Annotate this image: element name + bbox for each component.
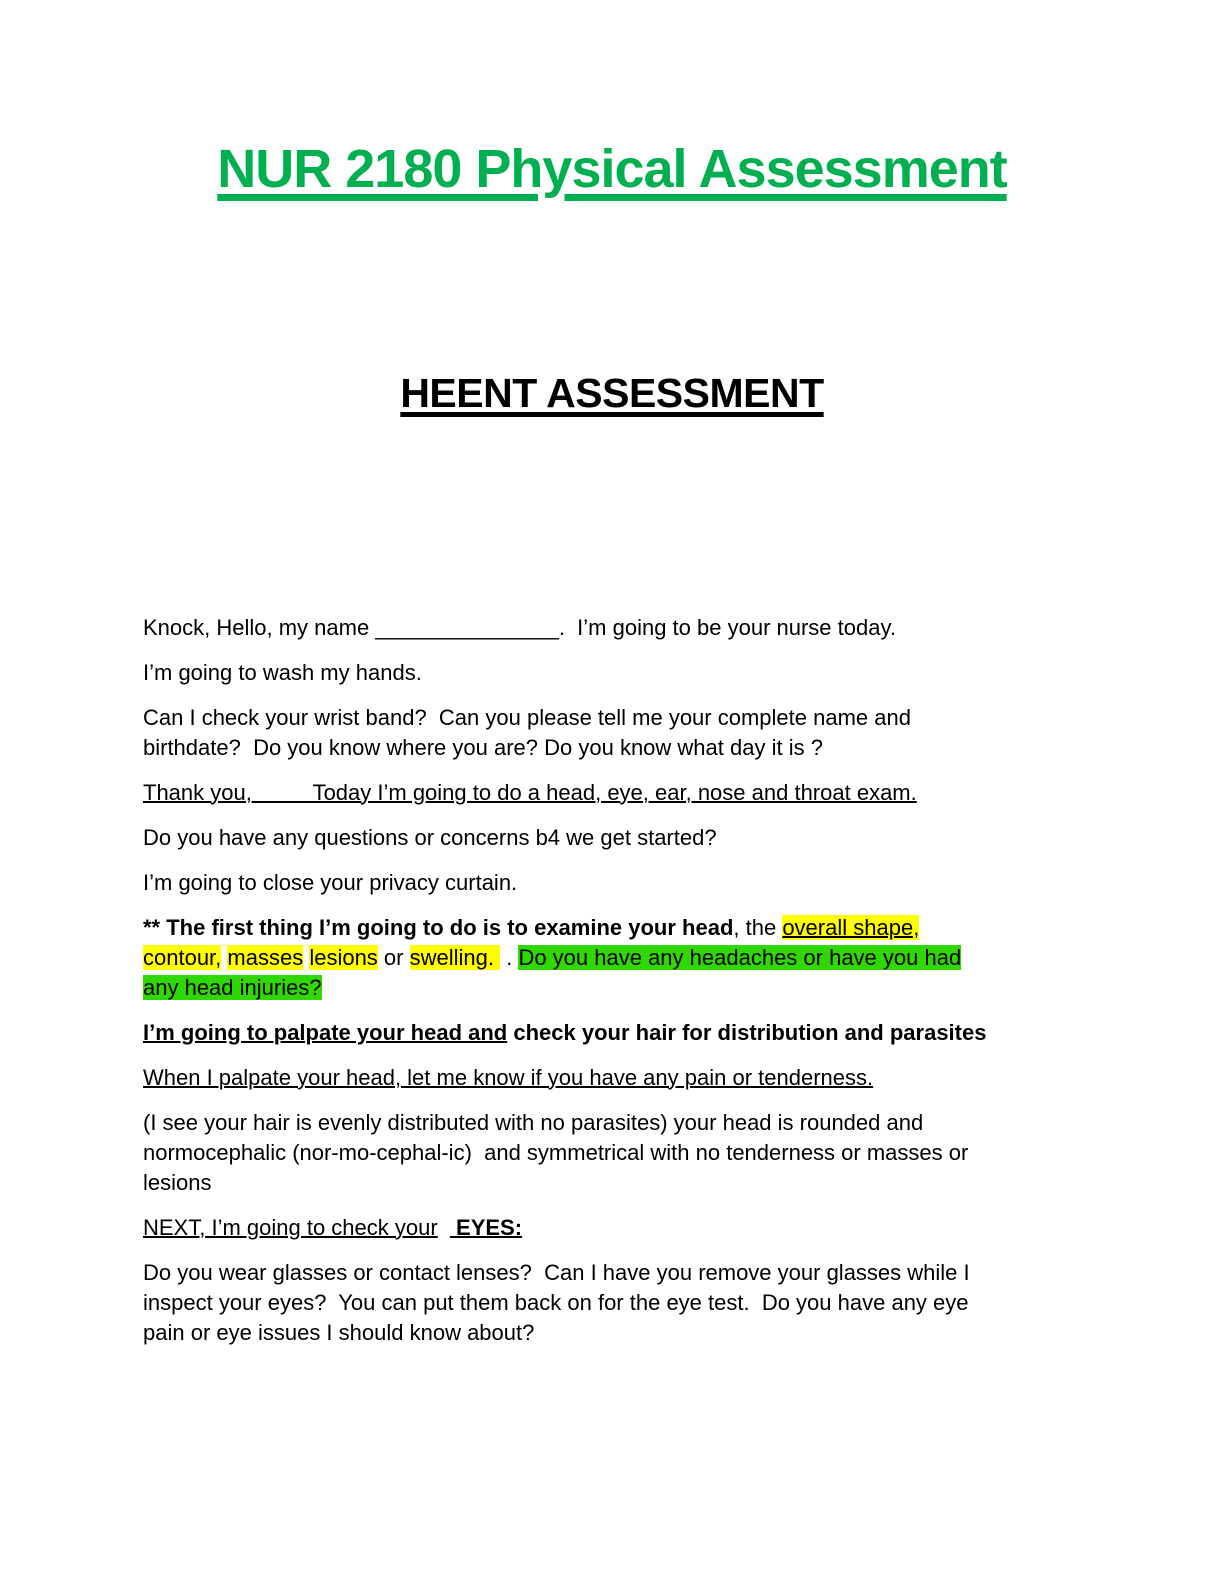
text-segment: Thank you, Today I’m going to do a head,… [143,780,917,805]
paragraph-palpate-head: I’m going to palpate your head and check… [143,1018,1184,1048]
text-segment: check your hair for distribution and par… [507,1020,987,1045]
text-segment: or [377,945,410,970]
text-segment: I’m going to close your privacy curtain. [143,870,518,895]
text-segment: , [913,915,920,940]
text-segment: contour, [143,945,222,970]
document-body: Knock, Hello, my name _______________. I… [0,613,1224,1348]
text-segment: ** The first thing I’m going to do is to… [143,915,734,940]
text-segment: masses [227,945,304,970]
text-segment: Do you have any questions or concerns b4… [143,825,717,850]
paragraph-examine-head: ** The first thing I’m going to do is to… [143,913,1184,1003]
text-segment [438,1215,450,1240]
paragraph-exam-intro: Thank you, Today I’m going to do a head,… [143,778,1184,808]
text-segment: (I see your hair is evenly distributed w… [143,1110,969,1195]
paragraph-wash-hands: I’m going to wash my hands. [143,658,1184,688]
text-segment: EYES: [449,1215,523,1240]
text-segment: Can I check your wrist band? Can you ple… [143,705,911,760]
paragraph-identify-patient: Can I check your wrist band? Can you ple… [143,703,1184,763]
paragraph-greeting: Knock, Hello, my name _______________. I… [143,613,1184,643]
text-segment: overall shape [782,915,914,940]
text-segment: Knock, Hello, my name _______________. I… [143,615,896,640]
paragraph-next-eyes: NEXT, I’m going to check your EYES: [143,1213,1184,1243]
paragraph-privacy-curtain: I’m going to close your privacy curtain. [143,868,1184,898]
text-segment: . [500,945,519,970]
text-segment: NEXT, I’m going to check your [143,1215,438,1240]
paragraph-palpate-pain: When I palpate your head, let me know if… [143,1063,1184,1093]
text-segment: I’m going to palpate your head and [143,1020,508,1045]
paragraph-eyes-questions: Do you wear glasses or contact lenses? C… [143,1258,1184,1348]
text-segment: , the [733,915,783,940]
paragraph-questions-before-start: Do you have any questions or concerns b4… [143,823,1184,853]
text-segment: swelling. [409,945,501,970]
document-title: NUR 2180 Physical Assessment [217,139,1007,199]
text-segment: I’m going to wash my hands. [143,660,422,685]
text-segment: lesions [309,945,378,970]
document-heading: HEENT ASSESSMENT [400,370,824,416]
text-segment: Do you wear glasses or contact lenses? C… [143,1260,970,1345]
paragraph-head-findings: (I see your hair is evenly distributed w… [143,1108,1184,1198]
text-segment: When I palpate your head, let me know if… [143,1065,874,1090]
